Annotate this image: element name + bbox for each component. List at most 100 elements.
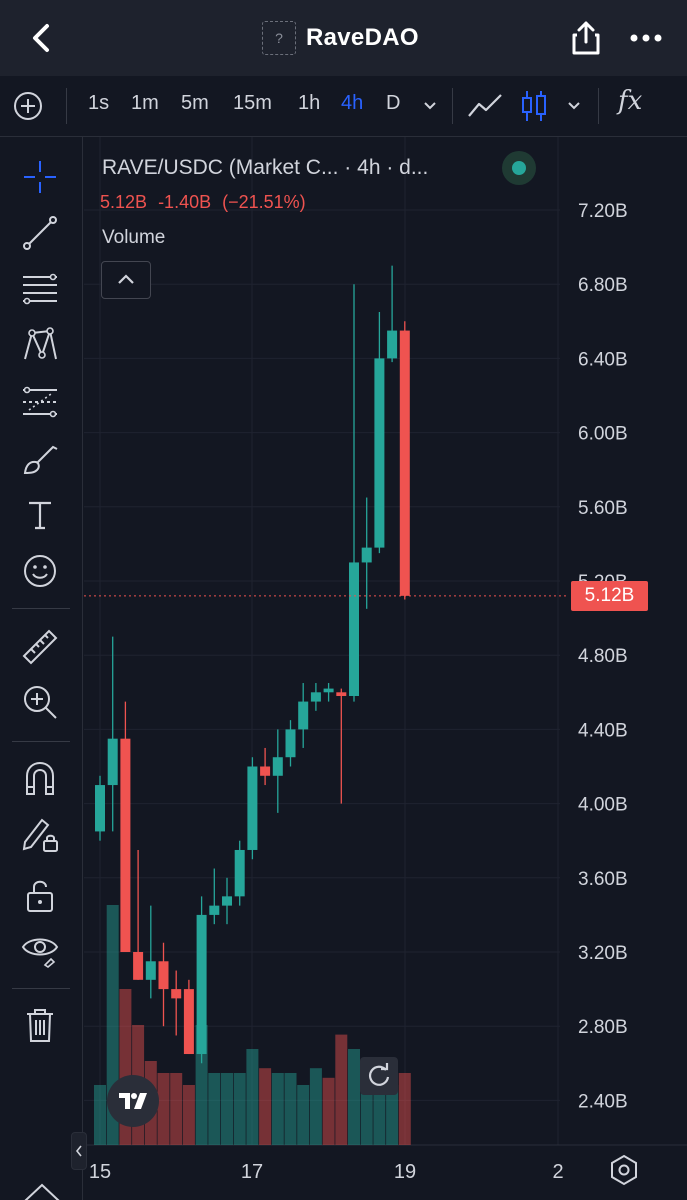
timeframe-1s[interactable]: 1s	[88, 92, 110, 114]
volume-bar	[297, 1085, 310, 1145]
price-tick-label: 6.80B	[578, 275, 628, 296]
symbol-legend[interactable]: RAVE/USDC (Market C... · 4h · d...	[102, 156, 429, 179]
sidebar-divider	[12, 741, 70, 742]
indicators-button[interactable]: fx	[618, 86, 652, 126]
drawing-tools-sidebar	[0, 137, 83, 1200]
chevron-left-icon	[75, 1145, 82, 1157]
tradingview-logo[interactable]	[107, 1075, 159, 1127]
candle-body	[247, 766, 258, 850]
timeframe-d[interactable]: D	[386, 92, 401, 114]
toolbar-divider	[598, 88, 599, 124]
volume-bar	[208, 1073, 221, 1145]
ruler-tool[interactable]	[20, 627, 60, 667]
price-tick-label: 6.00B	[578, 424, 628, 445]
line-chart-icon	[468, 94, 502, 117]
sidebar-toggle-handle[interactable]	[71, 1132, 87, 1170]
price-axis[interactable]: 7.20B6.80B6.40B6.00B5.60B5.20B4.80B4.40B…	[578, 201, 628, 1112]
candlestick-icon	[522, 91, 546, 121]
candlestick-button[interactable]	[518, 88, 550, 124]
tradingview-icon	[119, 1093, 147, 1109]
zoom-in-tool[interactable]	[20, 682, 60, 722]
function-icon: fx	[618, 86, 643, 116]
chart-grid	[84, 137, 687, 1146]
time-tick-label: 15	[89, 1161, 111, 1183]
volume-bar	[182, 1085, 195, 1145]
crosshair-tool[interactable]	[20, 157, 60, 197]
volume-bar	[386, 1085, 399, 1145]
legend-stats: 5.12B -1.40B (−21.51%)	[100, 192, 312, 213]
more-button[interactable]	[626, 20, 666, 56]
parallel-lines-tool[interactable]	[20, 269, 60, 309]
timeframe-1m[interactable]: 1m	[131, 92, 159, 114]
unlock-icon	[27, 880, 53, 912]
candle-body	[399, 330, 410, 596]
logo-placeholder: ?	[275, 30, 283, 46]
text-icon	[29, 501, 51, 530]
delete-drawings-tool[interactable]	[20, 1005, 60, 1045]
timeframe-1h[interactable]: 1h	[298, 92, 321, 114]
volume-bar	[398, 1073, 411, 1145]
line-chart-button[interactable]	[466, 90, 504, 122]
fib-icon	[23, 386, 57, 418]
back-button[interactable]	[22, 18, 62, 58]
price-tick-label: 3.60B	[578, 869, 628, 890]
candle-body	[133, 952, 144, 980]
fib-tool[interactable]	[20, 382, 60, 422]
magnet-icon	[26, 761, 54, 795]
more-horizontal-icon	[630, 34, 662, 42]
collapse-legend-button[interactable]	[101, 261, 151, 299]
price-tick-label: 3.20B	[578, 943, 628, 964]
toolbar-divider	[452, 88, 453, 124]
candle-body	[222, 896, 232, 906]
volume-bar	[259, 1068, 272, 1145]
hide-drawings-tool[interactable]	[20, 929, 60, 969]
candle-body	[361, 547, 372, 563]
timeframe-dropdown[interactable]	[420, 96, 440, 116]
zoom-in-icon	[24, 686, 57, 719]
legend-price: 5.12B	[100, 192, 148, 212]
pattern-tool[interactable]	[20, 325, 60, 365]
volume-legend[interactable]: Volume	[102, 227, 166, 248]
candle-body	[298, 701, 309, 730]
eye-icon	[21, 938, 59, 968]
price-tick-label: 4.00B	[578, 795, 628, 816]
candle-body	[95, 785, 105, 832]
volume-bars	[94, 905, 411, 1145]
timeframe-5m[interactable]: 5m	[181, 92, 209, 114]
timeframe-4h[interactable]: 4h	[341, 92, 364, 114]
time-tick-label: 17	[241, 1161, 263, 1183]
emoji-tool[interactable]	[20, 551, 60, 591]
timeframe-15m[interactable]: 15m	[233, 92, 272, 114]
candle-body	[374, 358, 385, 548]
lock-all-tool[interactable]	[20, 875, 60, 915]
time-axis[interactable]: 15 17 19 2	[89, 1161, 564, 1183]
volume-bar	[119, 989, 132, 1145]
share-button[interactable]	[566, 18, 606, 58]
candle-body	[323, 688, 334, 693]
parallel-lines-icon	[23, 273, 57, 305]
chart-type-dropdown[interactable]	[564, 96, 584, 116]
chart-toolbar: 1s 1m 5m 15m 1h 4h D fx	[0, 76, 687, 137]
bottom-tool[interactable]	[22, 1180, 62, 1200]
magnet-tool[interactable]	[20, 759, 60, 799]
candle-body	[260, 766, 271, 776]
market-status-dot[interactable]	[502, 151, 536, 185]
volume-bar	[246, 1049, 259, 1145]
price-tick-label: 2.80B	[578, 1017, 628, 1038]
toolbar-divider	[66, 88, 67, 124]
trend-line-tool[interactable]	[20, 213, 60, 253]
sidebar-divider	[12, 988, 70, 989]
text-tool[interactable]	[20, 495, 60, 535]
brush-tool[interactable]	[20, 439, 60, 479]
diamond-icon	[24, 1183, 60, 1200]
volume-bar	[322, 1077, 335, 1145]
lock-drawings-tool[interactable]	[20, 814, 60, 854]
trend-line-icon	[23, 216, 57, 250]
ruler-icon	[22, 629, 58, 665]
token-logo: ?	[262, 21, 296, 55]
add-symbol-button[interactable]	[12, 90, 44, 122]
lock-edit-icon	[22, 818, 58, 852]
reset-chart-button[interactable]	[360, 1057, 398, 1095]
axis-settings-button[interactable]	[606, 1152, 642, 1188]
